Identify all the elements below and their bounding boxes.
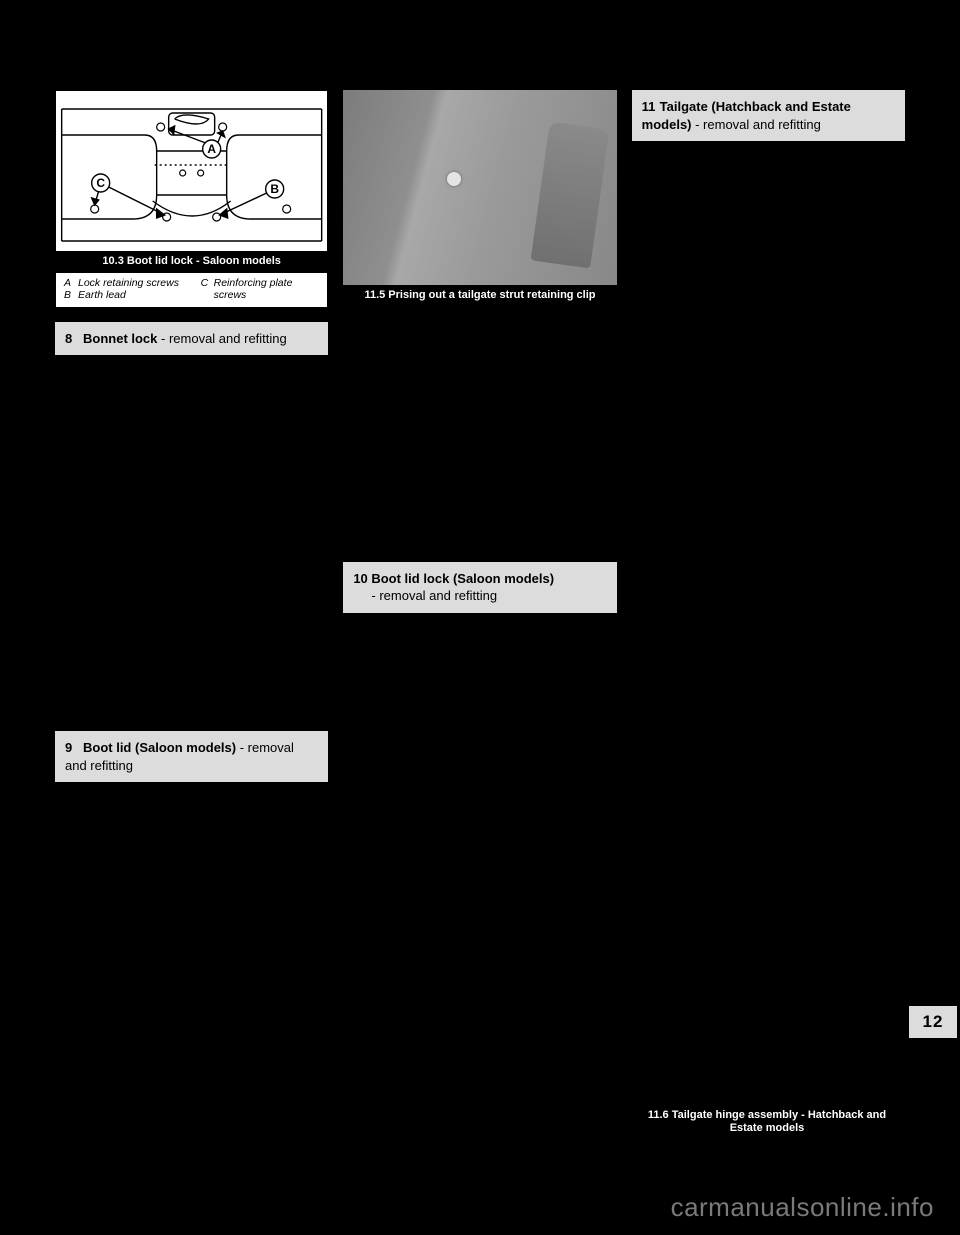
- figure-11-5-photo: [343, 90, 616, 285]
- legend-b: Earth lead: [78, 289, 126, 301]
- spacer: [343, 307, 616, 562]
- diagram-label-a: A: [207, 142, 216, 156]
- section-10-header: 10Boot lid lock (Saloon models) - remova…: [343, 562, 616, 613]
- column-3: 11Tailgate (Hatchback and Estate models)…: [632, 90, 905, 1140]
- figure-10-3-legend: ALock retaining screws BEarth lead CRein…: [56, 273, 327, 307]
- figure-11-5: 11.5 Prising out a tailgate strut retain…: [343, 90, 616, 307]
- chapter-tab: 12: [909, 1006, 957, 1038]
- section-9-num: 9: [65, 739, 83, 757]
- figure-11-6-caption: 11.6 Tailgate hinge assembly - Hatchback…: [629, 1105, 905, 1141]
- section-10-title: Boot lid lock (Saloon models): [371, 571, 554, 586]
- watermark: carmanualsonline.info: [671, 1192, 934, 1223]
- section-10-suffix: - removal and refitting: [371, 588, 497, 603]
- section-8-suffix: - removal and refitting: [157, 331, 286, 346]
- section-9-header: 9Boot lid (Saloon models) - removal and …: [55, 731, 328, 782]
- column-2: 11.5 Prising out a tailgate strut retain…: [343, 90, 616, 1140]
- boot-lid-lock-svg: A B C: [56, 91, 327, 251]
- legend-a: Lock retaining screws: [78, 277, 179, 289]
- figure-11-5-caption: 11.5 Prising out a tailgate strut retain…: [343, 285, 616, 307]
- section-8-num: 8: [65, 330, 83, 348]
- section-10-num: 10: [353, 570, 371, 588]
- figure-10-3-diagram: A B C: [56, 91, 327, 251]
- section-11-suffix: - removal and refitting: [692, 117, 821, 132]
- column-1: A B C 10.3 Boot lid: [55, 90, 328, 1140]
- page-content: A B C 10.3 Boot lid: [55, 90, 905, 1140]
- figure-10-3-caption: 10.3 Boot lid lock - Saloon models: [56, 251, 327, 273]
- section-11-num: 11: [642, 98, 660, 116]
- section-11-header: 11Tailgate (Hatchback and Estate models)…: [632, 90, 905, 141]
- section-8-header: 8Bonnet lock - removal and refitting: [55, 322, 328, 356]
- figure-10-3: A B C 10.3 Boot lid: [55, 90, 328, 308]
- spacer: [55, 308, 328, 322]
- diagram-label-c: C: [96, 176, 105, 190]
- section-9-title: Boot lid (Saloon models): [83, 740, 236, 755]
- spacer: [55, 361, 328, 731]
- diagram-label-b: B: [270, 182, 279, 196]
- legend-c: Reinforcing plate screws: [214, 277, 320, 301]
- section-8-title: Bonnet lock: [83, 331, 157, 346]
